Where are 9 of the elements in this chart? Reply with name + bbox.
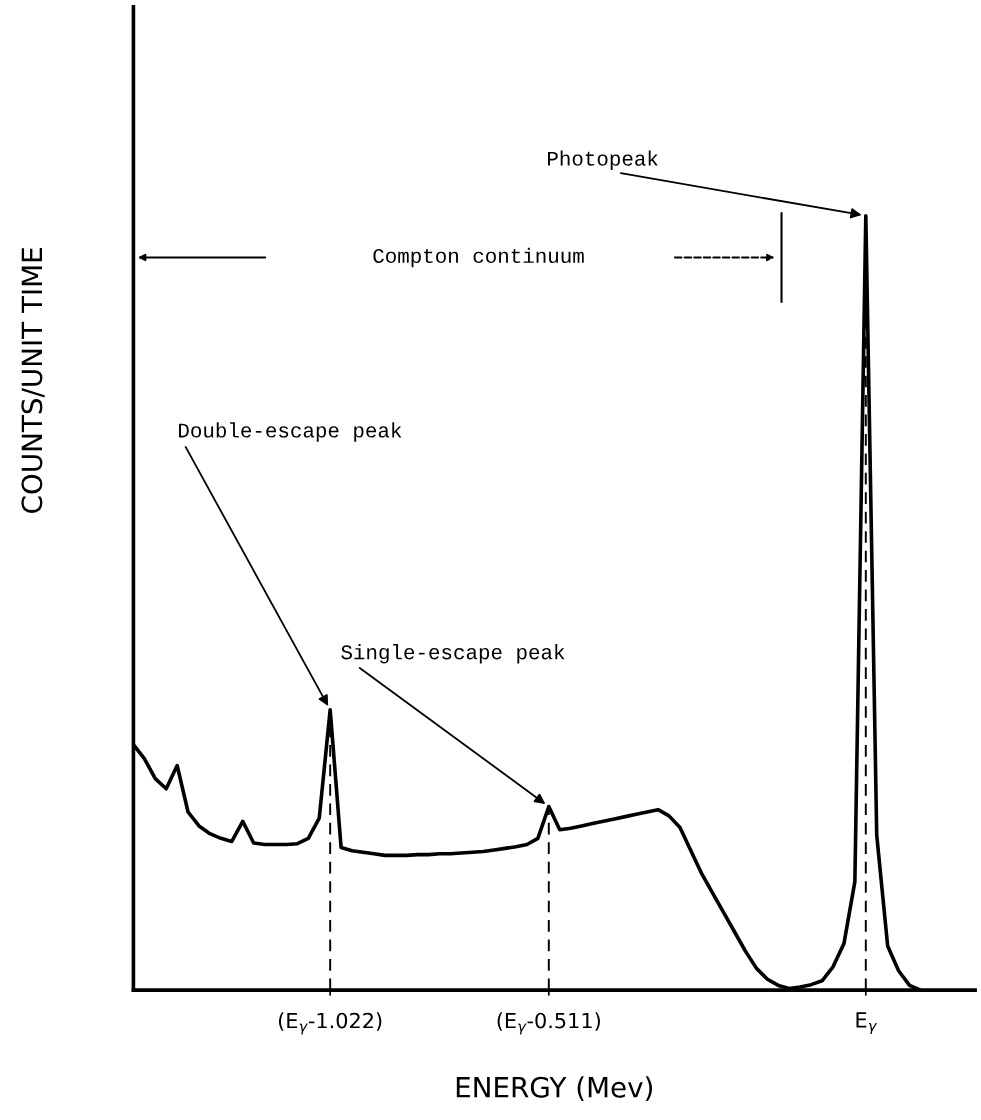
- x-axis-title: ENERGY (Mev): [456, 1076, 653, 1102]
- annotation: Double-escape peak: [179, 422, 402, 442]
- x-tick-label: E$_{γ}$: [856, 1012, 878, 1034]
- y-axis-title: COUNTS/UNIT TIME: [21, 248, 45, 513]
- annotation: Single-escape peak: [341, 644, 565, 664]
- x-tick-label: (E$_{γ}$-1.022): [278, 1012, 382, 1035]
- annotation: Compton continuum: [373, 247, 584, 268]
- annotation: Photopeak: [548, 150, 658, 170]
- x-tick-label: (E$_{γ}$-0.511): [497, 1012, 600, 1035]
